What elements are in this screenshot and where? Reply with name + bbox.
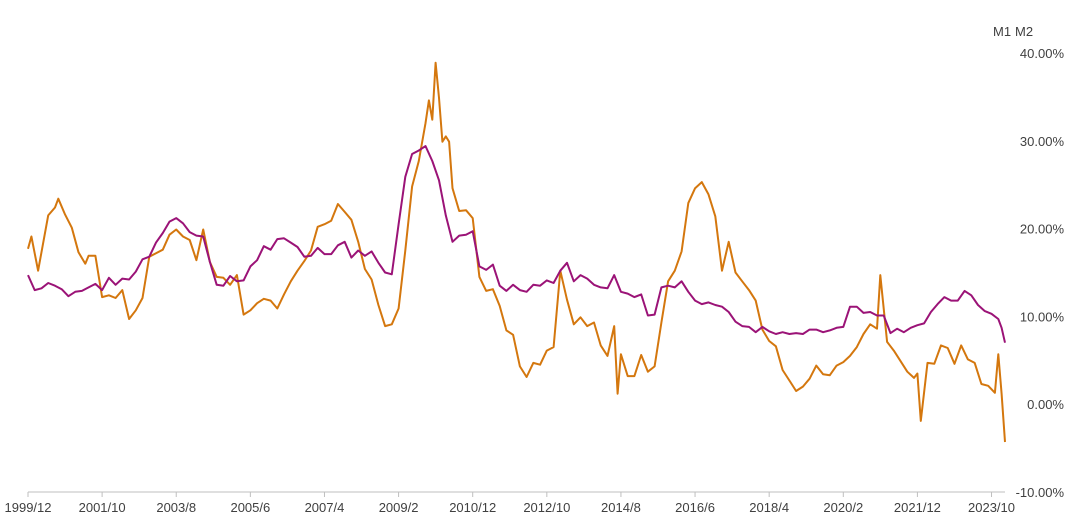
y-tick-label: 30.00% — [1020, 134, 1065, 149]
x-tick-label: 2023/10 — [968, 500, 1015, 515]
y-tick-label: 10.00% — [1020, 309, 1065, 324]
x-tick-label: 2003/8 — [156, 500, 196, 515]
x-tick-label: 2020/2 — [823, 500, 863, 515]
y-tick-label: 40.00% — [1020, 46, 1065, 61]
x-tick-label: 2009/2 — [379, 500, 419, 515]
y-tick-label: 0.00% — [1027, 397, 1064, 412]
x-tick-label: 1999/12 — [5, 500, 52, 515]
x-tick-label: 2005/6 — [230, 500, 270, 515]
x-tick-label: 2012/10 — [523, 500, 570, 515]
series-line-m1 — [27, 61, 1006, 443]
x-tick-label: 2018/4 — [749, 500, 789, 515]
x-tick-label: 2016/6 — [675, 500, 715, 515]
legend: M1 M2 — [993, 24, 1033, 39]
x-tick-label: 2001/10 — [79, 500, 126, 515]
x-tick-label: 2007/4 — [305, 500, 345, 515]
x-tick-labels: 1999/12 2001/10 2003/8 2005/6 2007/4 2009/2 20… — [5, 492, 1015, 515]
series-line-m2 — [27, 145, 1006, 343]
legend-label-m1: M1 — [993, 24, 1011, 39]
x-tick-label: 2010/12 — [449, 500, 496, 515]
y-tick-label: -10.00% — [1016, 485, 1065, 500]
y-tick-labels: 40.00% 30.00% 20.00% 10.00% 0.00% -10.00% — [1016, 46, 1065, 500]
x-tick-label: 2014/8 — [601, 500, 641, 515]
legend-label-m2: M2 — [1015, 24, 1033, 39]
series-layer — [27, 61, 1006, 443]
y-tick-label: 20.00% — [1020, 222, 1065, 237]
x-tick-label: 2021/12 — [894, 500, 941, 515]
